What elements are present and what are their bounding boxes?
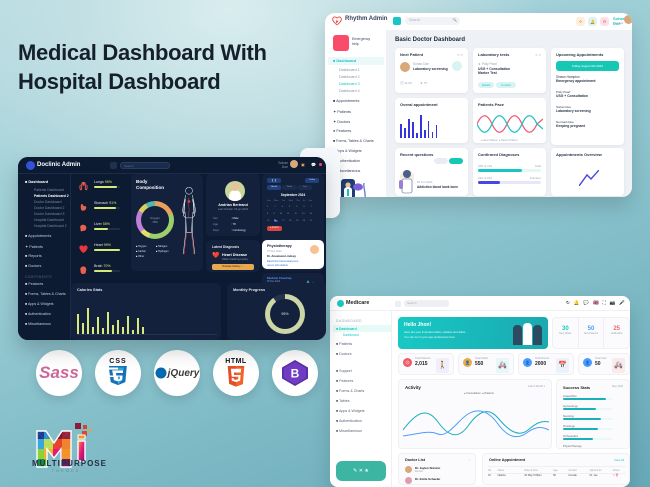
svg-text:B: B bbox=[291, 367, 300, 381]
